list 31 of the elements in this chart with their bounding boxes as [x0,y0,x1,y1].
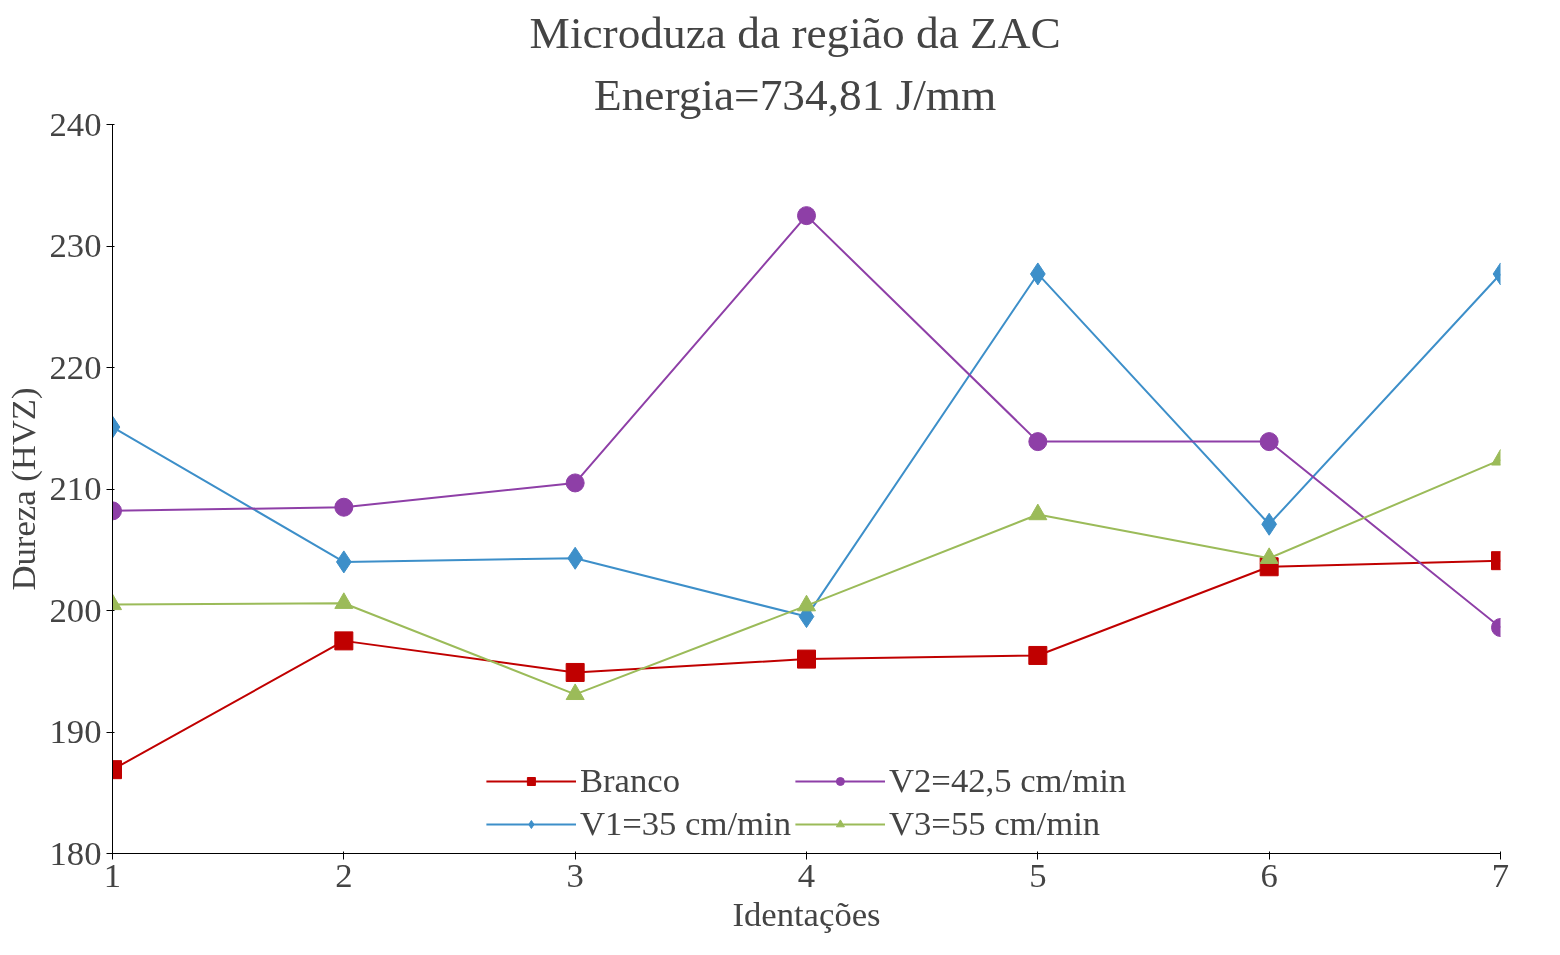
y-tick-label: 240 [49,104,102,143]
chart-title: Microduza da região da ZAC [529,7,1061,58]
legend-label: V3=55 cm/min [889,804,1101,843]
y-axis-title: Dureza (HVZ) [3,387,43,591]
x-tick-label: 2 [335,855,353,894]
x-tick-label: 5 [1029,855,1047,894]
legend-label: V2=42,5 cm/min [889,761,1127,800]
x-tick-label: 3 [566,855,584,894]
chart-subtitle: Energia=734,81 J/mm [593,69,997,120]
x-tick-label: 6 [1260,855,1278,894]
point [565,662,585,682]
y-tick-label: 230 [49,226,102,264]
x-axis-title: Identações [732,894,881,933]
x-tick-label: 4 [797,855,816,894]
y-tick-label: 190 [49,712,102,750]
legend-label: V1=35 cm/min [579,804,791,843]
point [1028,645,1048,665]
y-tick-label: 210 [49,469,102,507]
y-tick-label: 220 [49,347,102,386]
x-tick-label: 1 [103,855,122,894]
y-tick-label: 180 [49,833,102,872]
legend-label: Branco [579,761,680,800]
point [797,649,816,669]
x-tick-label: 7 [1491,855,1510,894]
point [565,473,585,493]
point [334,497,354,517]
point [797,206,816,226]
point [1028,432,1048,452]
point [334,631,354,651]
y-tick-label: 200 [49,590,102,629]
point [1259,432,1279,452]
